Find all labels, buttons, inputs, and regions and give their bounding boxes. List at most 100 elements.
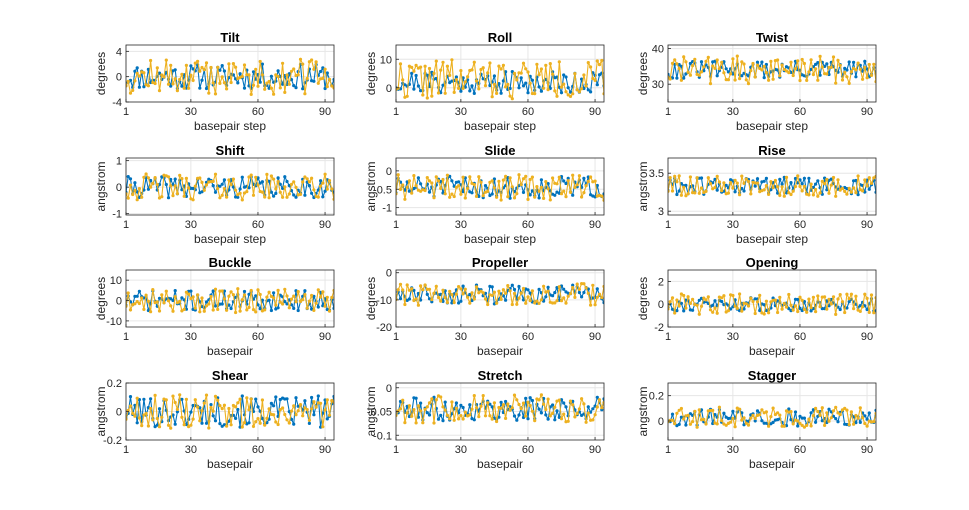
data-point [713, 413, 717, 417]
data-point [414, 421, 418, 425]
data-point [146, 84, 150, 88]
data-point [673, 311, 677, 315]
data-point [319, 179, 323, 183]
data-point [814, 187, 818, 192]
data-point [323, 408, 327, 412]
data-point [699, 70, 704, 74]
data-point [809, 58, 813, 62]
x-tick-label: 90 [589, 219, 601, 231]
data-point [584, 84, 588, 88]
y-tick-label: -0.05 [367, 407, 392, 419]
data-point [457, 417, 461, 421]
data-point [495, 419, 499, 424]
data-point [820, 419, 824, 423]
data-point [504, 298, 508, 302]
data-point [501, 79, 505, 83]
data-point [294, 396, 298, 400]
data-point [738, 193, 742, 197]
data-point [693, 191, 697, 195]
data-point [764, 176, 769, 180]
data-point [155, 300, 159, 304]
data-point [724, 183, 728, 187]
data-point [316, 81, 320, 85]
data-point [477, 175, 481, 179]
data-point [128, 308, 133, 312]
data-point [144, 411, 148, 416]
data-point [407, 297, 411, 301]
data-point [524, 67, 528, 71]
series-group [668, 174, 876, 198]
data-point [242, 421, 247, 425]
x-tick-label: 90 [319, 331, 331, 343]
data-point [321, 425, 325, 429]
data-point [809, 309, 813, 313]
data-point [207, 91, 211, 95]
data-point [492, 401, 496, 405]
data-point [733, 190, 737, 194]
data-point [760, 60, 764, 64]
data-point [258, 292, 262, 297]
data-point [128, 177, 133, 181]
data-point [146, 187, 150, 191]
data-point [173, 400, 177, 405]
data-point [211, 414, 215, 418]
data-point [283, 185, 287, 189]
data-point [477, 194, 481, 198]
data-point [825, 72, 829, 76]
data-point [510, 70, 514, 74]
data-point [419, 182, 423, 186]
data-point [180, 84, 184, 88]
data-point [856, 61, 860, 65]
data-point [499, 198, 503, 202]
data-point [169, 84, 173, 88]
data-point [800, 57, 804, 62]
data-point [512, 393, 517, 397]
data-point [697, 408, 701, 412]
data-point [218, 404, 222, 408]
data-point [753, 184, 757, 188]
data-point [222, 178, 226, 182]
data-point [715, 311, 719, 315]
data-point [327, 77, 332, 81]
data-point [155, 423, 159, 427]
data-point [559, 85, 564, 89]
data-point [791, 308, 795, 312]
data-point [294, 86, 298, 90]
data-point [512, 71, 517, 75]
data-point [131, 88, 135, 92]
data-point [854, 75, 858, 79]
data-point [820, 406, 824, 410]
data-point [207, 302, 211, 306]
data-point [840, 78, 845, 82]
data-point [564, 301, 568, 305]
data-point [843, 310, 847, 315]
data-point [407, 288, 411, 292]
subplot-title: Propeller [472, 255, 528, 270]
data-point [283, 90, 287, 94]
data-point [238, 72, 242, 76]
data-point [310, 58, 314, 62]
y-axis-label: angstrom [364, 161, 378, 211]
data-point [838, 63, 842, 67]
data-point [247, 73, 251, 77]
data-point [289, 69, 294, 73]
data-point [825, 307, 829, 311]
data-point [281, 82, 285, 86]
data-point [729, 307, 733, 311]
data-point [809, 182, 813, 186]
data-point [571, 173, 575, 177]
data-point [231, 185, 235, 189]
data-point [204, 304, 209, 308]
data-point [323, 67, 327, 71]
data-point [762, 303, 766, 307]
data-point [403, 197, 407, 201]
data-point [470, 291, 474, 295]
data-point [551, 176, 555, 180]
data-point [778, 413, 782, 417]
data-point [396, 173, 400, 177]
data-point [711, 64, 715, 68]
y-tick-label: 30 [652, 79, 664, 91]
x-tick-label: 30 [185, 106, 197, 118]
